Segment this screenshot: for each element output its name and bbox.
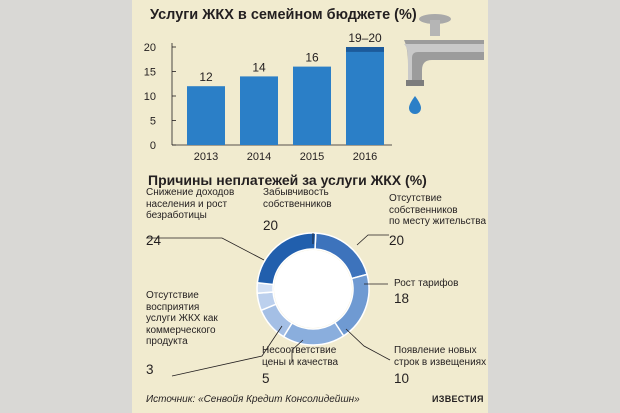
x-tick-label: 2014 xyxy=(247,151,271,163)
label-tariff-growth: Рост тарифов xyxy=(394,278,459,289)
y-tick-label: 15 xyxy=(144,67,156,79)
leader-line xyxy=(345,328,391,361)
leader-line xyxy=(291,339,304,362)
leader-line xyxy=(146,237,265,261)
y-tick-label: 0 xyxy=(150,140,156,152)
value-owners-absent: 20 xyxy=(389,233,405,248)
donut-chart-title: Причины неплатежей за услуги ЖКХ (%) xyxy=(148,172,427,188)
value-perception: 3 xyxy=(146,362,154,377)
chart-canvas: 0 5 10 15 20 12 2013 14 2014 16 2015 19–20 2016 xyxy=(144,14,484,377)
bar-value-label: 14 xyxy=(252,60,266,74)
y-tick-label: 5 xyxy=(150,116,156,128)
value-price-quality: 5 xyxy=(262,371,270,386)
x-tick-label: 2016 xyxy=(353,151,377,163)
bar-2014 xyxy=(240,76,278,145)
y-tick-label: 20 xyxy=(144,42,156,54)
x-tick-label: 2015 xyxy=(300,151,324,163)
source-note: Источник: «Сенвойя Кредит Консолидейшн» xyxy=(146,394,360,405)
publisher-logo: ИЗВЕСТИЯ xyxy=(432,394,484,404)
value-forgetfulness: 20 xyxy=(263,218,279,233)
value-tariff-growth: 18 xyxy=(394,291,410,306)
bar-value-label: 19–20 xyxy=(348,31,382,45)
bar-value-label: 12 xyxy=(199,70,213,84)
bar-2015 xyxy=(293,66,331,145)
left-margin xyxy=(0,0,132,413)
bar-2016 xyxy=(346,47,384,145)
faucet-icon xyxy=(404,14,484,114)
bar-2013 xyxy=(187,86,225,145)
y-tick-label: 10 xyxy=(144,91,156,103)
infographic-panel: Услуги ЖКХ в семейном бюджете (%) 0 5 10 15… xyxy=(132,0,488,413)
leader-line xyxy=(356,234,389,246)
label-income-decline: Снижение доходов населения и рост безраб… xyxy=(146,187,235,221)
label-price-quality: Несоответствие цены и качества xyxy=(262,345,339,368)
leader-line xyxy=(171,325,283,377)
label-owners-absent: Отсутствие собственников по месту житель… xyxy=(389,193,487,227)
bar-range-top xyxy=(346,47,384,52)
bar-value-label: 16 xyxy=(305,51,319,65)
bar-chart-title: Услуги ЖКХ в семейном бюджете (%) xyxy=(150,7,417,23)
donut-hole xyxy=(274,250,352,328)
right-margin xyxy=(488,0,620,413)
x-tick-label: 2013 xyxy=(194,151,218,163)
value-income-decline: 24 xyxy=(146,233,162,248)
label-perception: Отсутствие восприятия услуги ЖКХ как ком… xyxy=(146,290,218,347)
value-new-lines: 10 xyxy=(394,371,410,386)
donut-slice-7 xyxy=(256,232,317,286)
label-new-lines: Появление новых строк в извещениях xyxy=(394,345,487,368)
label-forgetfulness: Забывчивость собственников xyxy=(263,187,332,210)
